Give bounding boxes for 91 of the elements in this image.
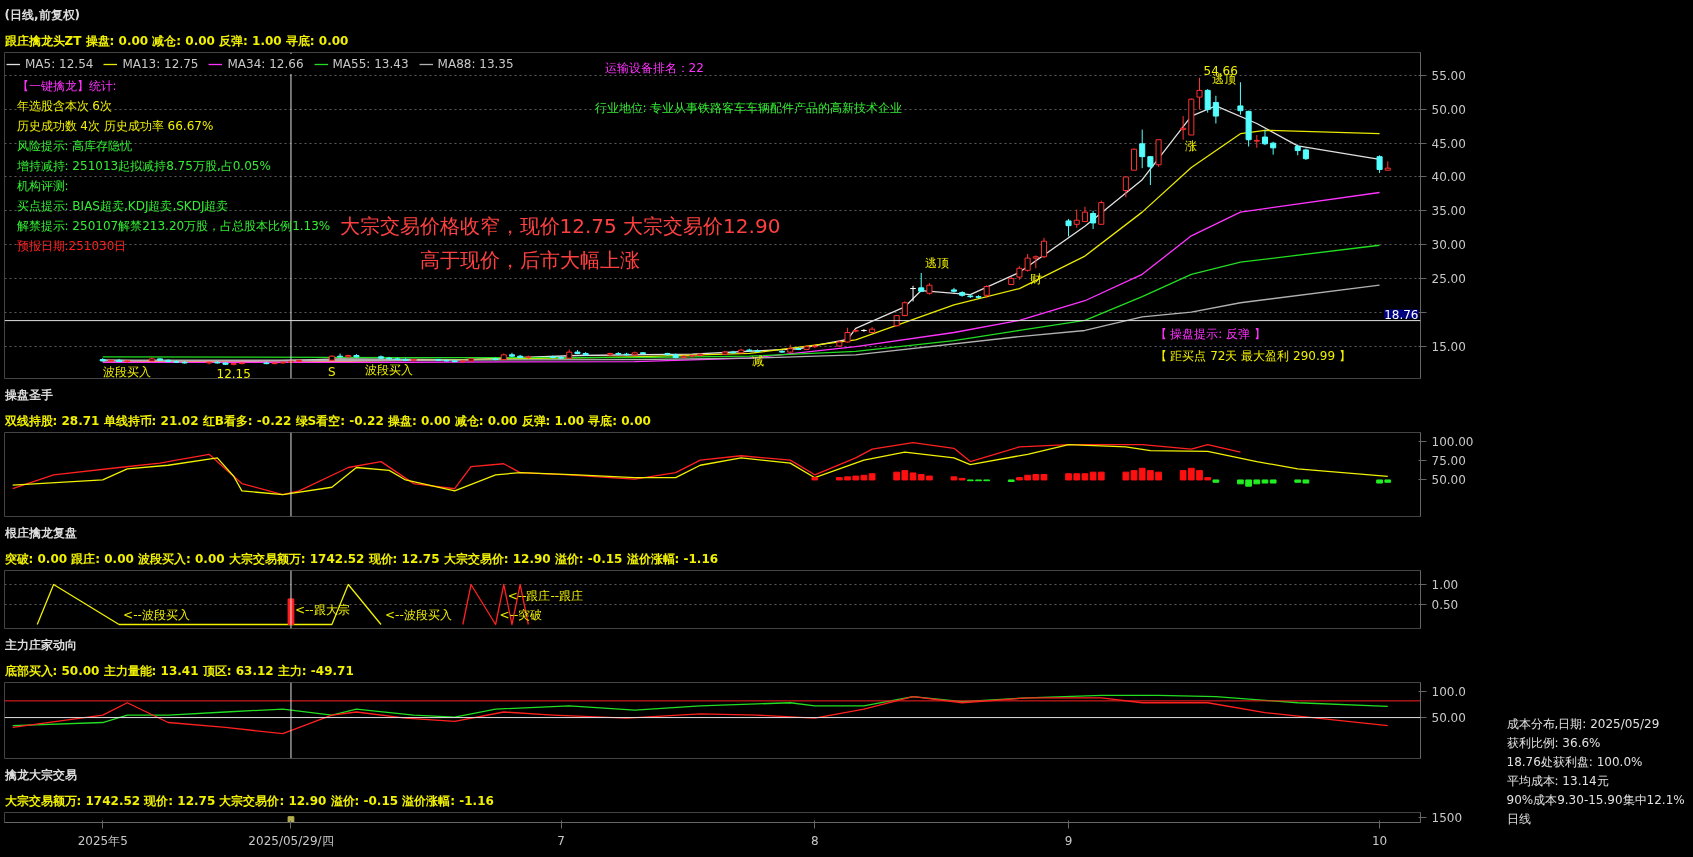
annotation: 【 操盘提示: 反弹 】	[1154, 326, 1266, 341]
line-series	[12, 694, 1389, 727]
annotation: 解禁提示: 250107解禁213.20万股，占总股本比例1.13%	[16, 218, 331, 233]
bar	[868, 473, 876, 481]
annotation: 【一键擒龙】统计:	[16, 78, 117, 93]
candlestick	[1196, 77, 1203, 110]
annotation: <--波段买入	[123, 607, 190, 622]
text: 成本分布,日期: 2025/05/29	[1506, 716, 1660, 731]
y-tick-label: 1500	[1431, 811, 1463, 825]
chart-title: 操盘圣手	[3, 387, 53, 402]
candlestick	[1122, 176, 1129, 198]
line-series	[12, 444, 1389, 496]
chart-subtitle: 突破: 0.00 跟庄: 0.00 波段买入: 0.00 大宗交易额万: 1742.52 现价: 12.75 大宗交易价: 12.90 溢价: -0.15 溢价涨幅: -1.16	[3, 551, 719, 566]
annotation: 逃顶	[925, 255, 950, 270]
y-tick-label: 30.00	[1431, 238, 1466, 253]
annotation: 增持减持: 251013起拟减持8.75万股,占0.05%	[15, 158, 271, 173]
candlestick	[1237, 81, 1244, 116]
annotation: 行业地位: 专业从事铁路客车车辆配件产品的高新技术企业	[594, 100, 903, 115]
chart-title: 主力庄家动向	[3, 637, 77, 652]
bar	[1122, 471, 1130, 481]
line-series	[12, 441, 1242, 496]
annotation: 12.15	[216, 367, 251, 382]
annotation: 波段买入	[103, 364, 152, 379]
legend-label: MA55: 13.43	[332, 57, 409, 71]
text: 日线	[1506, 811, 1531, 826]
annotation: 买点提示: BIAS超卖,KDJ超卖,SKDJ超卖	[16, 198, 229, 213]
candlestick	[918, 272, 925, 293]
candlestick	[1147, 155, 1154, 186]
y-tick-label: 1.00	[1431, 578, 1459, 592]
annotation: 年选股含本次 6次	[16, 98, 112, 113]
bar	[950, 476, 958, 481]
bar	[811, 477, 819, 481]
text: 18.76处获利盘: 100.0%	[1506, 754, 1643, 769]
annotation: 历史成功数 4次 历史成功率 66.67%	[16, 118, 214, 133]
x-tick-label: 7	[557, 833, 565, 848]
y-tick-label: 50.00	[1431, 473, 1466, 488]
annotation: 风险提示: 高库存隐忧	[16, 138, 133, 153]
legend-label: MA5: 12.54	[25, 57, 94, 71]
annotation: 波段买入	[365, 362, 414, 377]
candlestick	[337, 352, 344, 359]
candlestick	[1212, 95, 1219, 125]
y-tick-label: 35.00	[1431, 204, 1466, 219]
legend-label: MA13: 12.75	[122, 57, 199, 71]
chart-subtitle: 底部买入: 50.00 主力量能: 13.41 顶区: 63.12 主力: -49.71	[3, 663, 354, 678]
candlestick	[1073, 208, 1080, 229]
candlestick	[1090, 210, 1097, 230]
annotation: 机构评测:	[16, 178, 69, 193]
x-tick-label: 2025年5	[77, 833, 128, 848]
chart-title: 擒龙大宗交易	[3, 767, 77, 782]
y-tick-label: 100.00	[1431, 434, 1474, 449]
chart-title: 根庄擒龙复盘	[3, 525, 77, 540]
y-tick-label: 45.00	[1431, 136, 1466, 151]
annotation: 减	[751, 354, 764, 369]
legend-label: MA88: 13.35	[437, 57, 514, 71]
text: 平均成本: 13.14元	[1506, 773, 1609, 788]
text: 获利比例: 36.6%	[1506, 735, 1601, 750]
chart-subtitle: 双线持股: 28.71 单线持币: 21.02 红B看多: -0.22 绿S看空: -0.22 操盘: 0.00 减仓: 0.00 反弹: 1.00 寻底: 0.00	[3, 413, 651, 428]
y-tick-label: 50.00	[1431, 711, 1466, 726]
candlestick	[1040, 237, 1048, 259]
x-tick-label: 8	[810, 833, 819, 848]
candlestick	[1180, 115, 1187, 141]
y-tick-label: 50.00	[1431, 102, 1466, 117]
ref-line-label: 18.76	[1384, 307, 1419, 322]
bar	[1212, 479, 1220, 483]
annotation: 大宗交易价格收窄，现价12.75 大宗交易价12.90	[339, 213, 781, 238]
legend-label: MA34: 12.66	[227, 57, 304, 71]
chart-title: (日线,前复权)	[4, 7, 81, 22]
y-tick-label: 25.00	[1431, 271, 1466, 286]
annotation: 涨	[1185, 139, 1198, 154]
x-tick-label: 9	[1064, 833, 1073, 848]
annotation: <--波段买入	[385, 607, 452, 622]
annotation: 运输设备排名：22	[604, 60, 704, 75]
y-tick-label: 15.00	[1431, 339, 1466, 354]
y-tick-label: 55.00	[1431, 69, 1466, 83]
annotation: <--跟大宗	[294, 602, 350, 617]
chart-subtitle: 跟庄擒龙头ZT 操盘: 0.00 减仓: 0.00 反弹: 1.00 寻底: 0.00	[3, 33, 349, 48]
annotation: 预报日期:251030日	[16, 238, 127, 253]
y-tick-label: 40.00	[1431, 170, 1466, 185]
y-tick-label: 100.0	[1431, 684, 1466, 699]
annotation: S	[328, 364, 336, 379]
annotation: 高于现价，后市大幅上涨	[419, 247, 640, 272]
y-tick-label: 0.50	[1431, 598, 1459, 612]
y-tick-label: 75.00	[1431, 454, 1466, 468]
candlestick	[1204, 88, 1211, 114]
candlestick	[1139, 129, 1146, 169]
candlestick	[1098, 200, 1105, 225]
chart-subtitle: 大宗交易额万: 1742.52 现价: 12.75 大宗交易价: 12.90 溢价: -0.15 溢价涨幅: -1.16	[4, 793, 494, 808]
x-tick-label: 2025/05/29/四	[248, 833, 334, 848]
annotation: 【 距买点 72天 最大盈利 290.99 】	[1154, 348, 1351, 363]
x-tick-label: 10	[1371, 833, 1388, 848]
text: 90%成本9.30-15.90集中12.1%	[1506, 792, 1685, 807]
